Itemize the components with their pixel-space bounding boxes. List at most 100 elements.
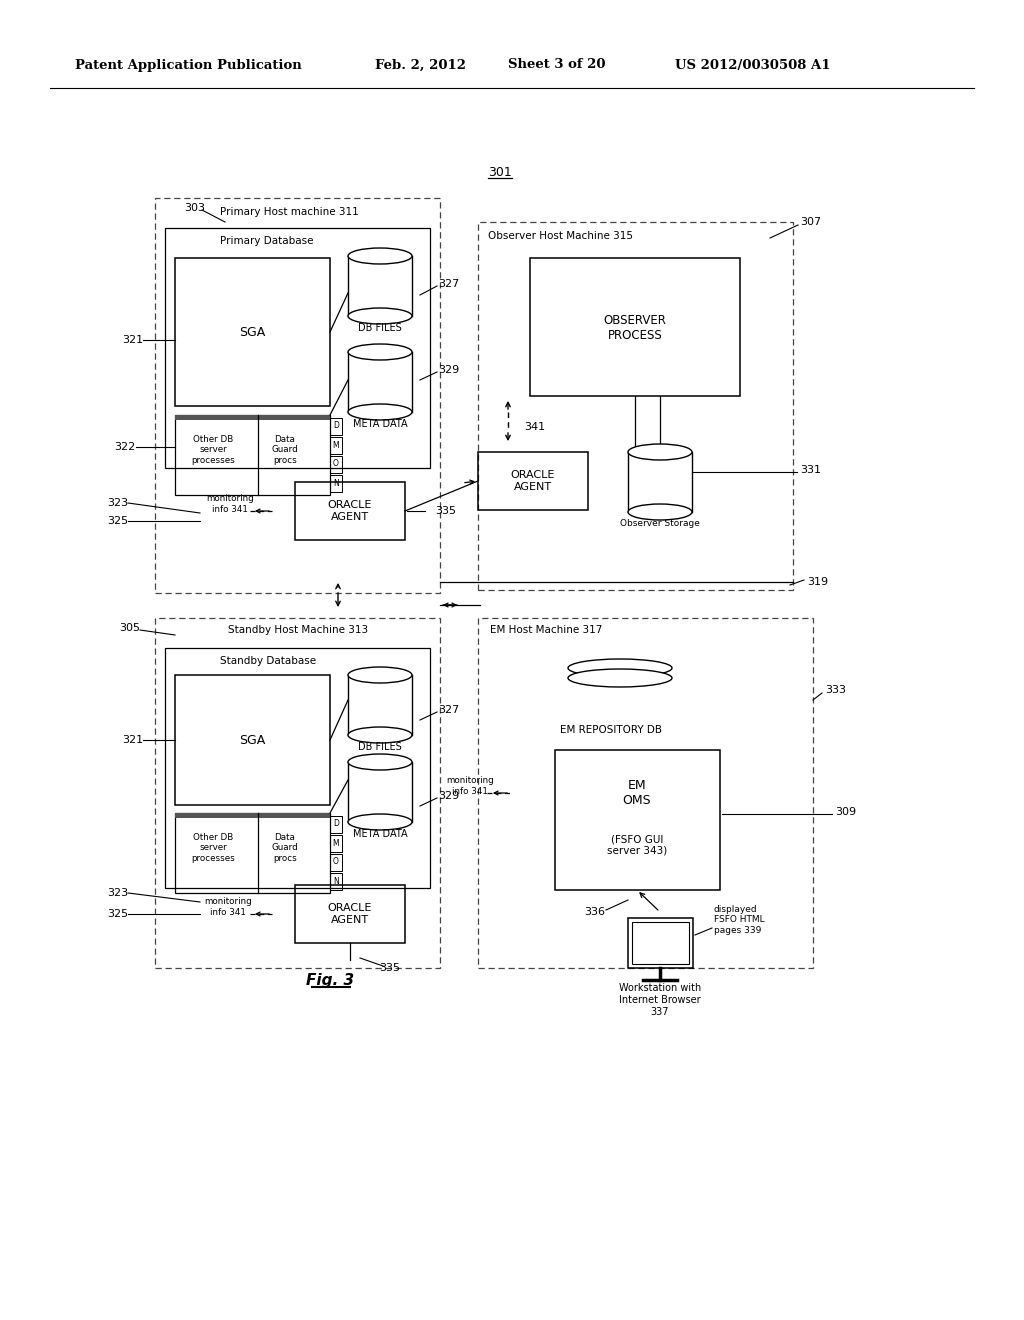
Text: N: N	[333, 479, 339, 487]
Text: Workstation with
Internet Browser
337: Workstation with Internet Browser 337	[618, 983, 701, 1016]
Text: Standby Host Machine 313: Standby Host Machine 313	[228, 624, 368, 635]
Text: ORACLE
AGENT: ORACLE AGENT	[511, 470, 555, 492]
Text: monitoring
info 341: monitoring info 341	[204, 898, 252, 916]
Text: EM
OMS: EM OMS	[623, 779, 651, 807]
Text: D: D	[333, 421, 339, 430]
Text: O: O	[333, 459, 339, 469]
Bar	[175, 414, 330, 495]
Text: OBSERVER
PROCESS: OBSERVER PROCESS	[603, 314, 667, 342]
Text: 321: 321	[123, 735, 143, 744]
Text: Observer Storage: Observer Storage	[621, 520, 700, 528]
Text: monitoring
info 341: monitoring info 341	[446, 776, 494, 796]
Ellipse shape	[348, 248, 412, 264]
Bar	[348, 675, 412, 735]
Text: US 2012/0030508 A1: US 2012/0030508 A1	[675, 58, 830, 71]
Text: 327: 327	[438, 705, 459, 715]
Text: 331: 331	[800, 465, 821, 475]
Text: EM Host Machine 317: EM Host Machine 317	[490, 624, 602, 635]
Text: M: M	[333, 441, 339, 450]
Bar	[478, 618, 813, 968]
Ellipse shape	[348, 754, 412, 770]
Text: 322: 322	[115, 442, 135, 451]
Text: Other DB
server
processes: Other DB server processes	[191, 833, 234, 863]
Bar	[330, 873, 342, 890]
Text: 325: 325	[108, 516, 129, 525]
Text: 309: 309	[835, 807, 856, 817]
Bar	[478, 222, 793, 590]
Text: O: O	[333, 858, 339, 866]
Text: N: N	[333, 876, 339, 886]
Bar	[175, 257, 330, 407]
Bar	[330, 418, 342, 436]
Text: 303: 303	[184, 203, 206, 213]
Ellipse shape	[348, 345, 412, 360]
Text: META DATA: META DATA	[352, 418, 408, 429]
Bar	[330, 455, 342, 473]
Bar	[628, 917, 693, 968]
Text: Primary Host machine 311: Primary Host machine 311	[220, 207, 358, 216]
Text: 301: 301	[488, 165, 512, 178]
Text: 323: 323	[108, 888, 129, 898]
Ellipse shape	[628, 504, 692, 520]
Bar	[175, 813, 330, 818]
Text: 319: 319	[807, 577, 828, 587]
Text: 335: 335	[380, 964, 400, 973]
Text: DB FILES: DB FILES	[358, 742, 401, 752]
Bar	[155, 198, 440, 593]
Text: 335: 335	[435, 506, 456, 516]
Text: Fig. 3: Fig. 3	[306, 973, 354, 987]
Text: displayed
FSFO HTML
pages 339: displayed FSFO HTML pages 339	[714, 906, 765, 935]
Text: 325: 325	[108, 909, 129, 919]
Text: DB FILES: DB FILES	[358, 323, 401, 333]
Ellipse shape	[568, 659, 672, 677]
Text: 329: 329	[438, 791, 459, 801]
Text: 341: 341	[524, 422, 545, 432]
Text: 336: 336	[585, 907, 605, 917]
Bar	[155, 618, 440, 968]
Text: monitoring
info 341: monitoring info 341	[206, 494, 254, 513]
Text: Primary Database: Primary Database	[220, 236, 313, 246]
Bar	[348, 256, 412, 315]
Text: 307: 307	[800, 216, 821, 227]
Bar	[175, 414, 330, 420]
Text: Observer Host Machine 315: Observer Host Machine 315	[488, 231, 633, 242]
Text: D: D	[333, 820, 339, 829]
Bar	[348, 352, 412, 412]
Bar	[330, 475, 342, 492]
Bar	[330, 816, 342, 833]
Text: 333: 333	[825, 685, 846, 696]
Text: 329: 329	[438, 366, 459, 375]
Bar	[628, 451, 692, 512]
Text: Data
Guard
procs: Data Guard procs	[271, 833, 298, 863]
Text: 327: 327	[438, 279, 459, 289]
Text: Standby Database: Standby Database	[220, 656, 316, 667]
Text: EM REPOSITORY DB: EM REPOSITORY DB	[560, 725, 662, 735]
Bar	[330, 854, 342, 871]
Bar	[165, 648, 430, 888]
Bar	[295, 482, 406, 540]
Ellipse shape	[348, 814, 412, 830]
Bar	[348, 762, 412, 822]
Text: SGA: SGA	[239, 326, 265, 338]
Text: Patent Application Publication: Patent Application Publication	[75, 58, 302, 71]
Text: 305: 305	[120, 623, 140, 634]
Text: Feb. 2, 2012: Feb. 2, 2012	[375, 58, 466, 71]
Text: META DATA: META DATA	[352, 829, 408, 840]
Bar	[330, 836, 342, 851]
Bar	[478, 451, 588, 510]
Text: Other DB
server
processes: Other DB server processes	[191, 436, 234, 465]
Text: ORACLE
AGENT: ORACLE AGENT	[328, 903, 372, 925]
Text: (FSFO GUI
server 343): (FSFO GUI server 343)	[607, 834, 667, 855]
Ellipse shape	[348, 404, 412, 420]
Text: Data
Guard
procs: Data Guard procs	[271, 436, 298, 465]
Text: ORACLE
AGENT: ORACLE AGENT	[328, 500, 372, 521]
Ellipse shape	[628, 444, 692, 459]
Bar	[555, 750, 720, 890]
Text: Sheet 3 of 20: Sheet 3 of 20	[508, 58, 605, 71]
Bar	[632, 921, 689, 964]
Ellipse shape	[348, 308, 412, 323]
Bar	[165, 228, 430, 469]
Text: 323: 323	[108, 498, 129, 508]
Bar	[175, 813, 330, 894]
Bar	[295, 884, 406, 942]
